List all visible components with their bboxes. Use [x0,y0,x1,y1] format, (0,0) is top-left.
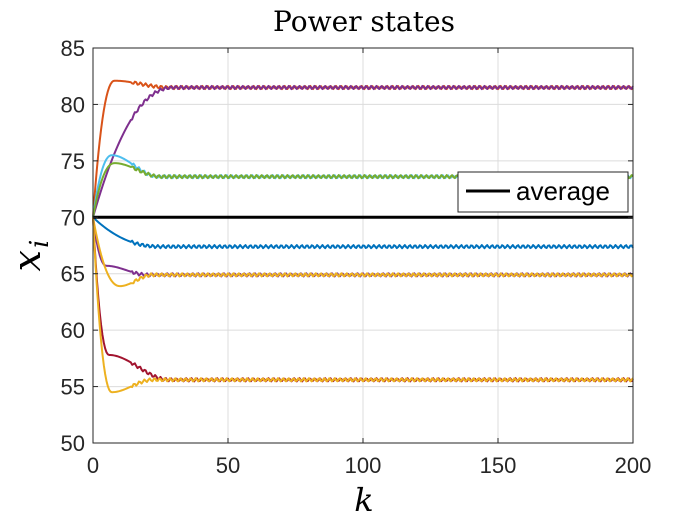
legend-label-average: average [516,176,610,206]
legend: average [457,171,629,213]
legend-box [457,171,629,213]
x-tick-label: 50 [216,453,240,478]
x-tick-labels: 0 50 100 150 200 [87,453,651,478]
y-tick-label: 65 [61,262,85,287]
series-line-7 [92,217,634,288]
axis-ticks [92,47,634,444]
x-tick-label: 150 [480,453,517,478]
series-line-2 [92,84,634,218]
y-tick-label: 50 [61,431,85,456]
y-axis-label-base: x [5,250,49,271]
y-tick-label: 60 [61,318,85,343]
x-tick-label: 0 [87,453,99,478]
y-tick-labels: 50 55 60 65 70 75 80 85 [61,36,85,456]
y-tick-label: 80 [61,92,85,117]
series-line-9 [92,217,634,394]
y-axis-label-subscript: i [25,240,55,248]
y-tick-label: 70 [61,205,85,230]
series-line-5 [92,216,634,250]
y-tick-label: 85 [61,36,85,61]
x-axis-label: k [354,481,373,519]
y-axis-label: x i [5,240,55,272]
y-tick-label: 55 [61,375,85,400]
x-tick-label: 100 [345,453,382,478]
y-tick-label: 75 [61,149,85,174]
chart-title: Power states [273,5,455,38]
x-tick-label: 200 [615,453,652,478]
series-lines [92,79,634,394]
